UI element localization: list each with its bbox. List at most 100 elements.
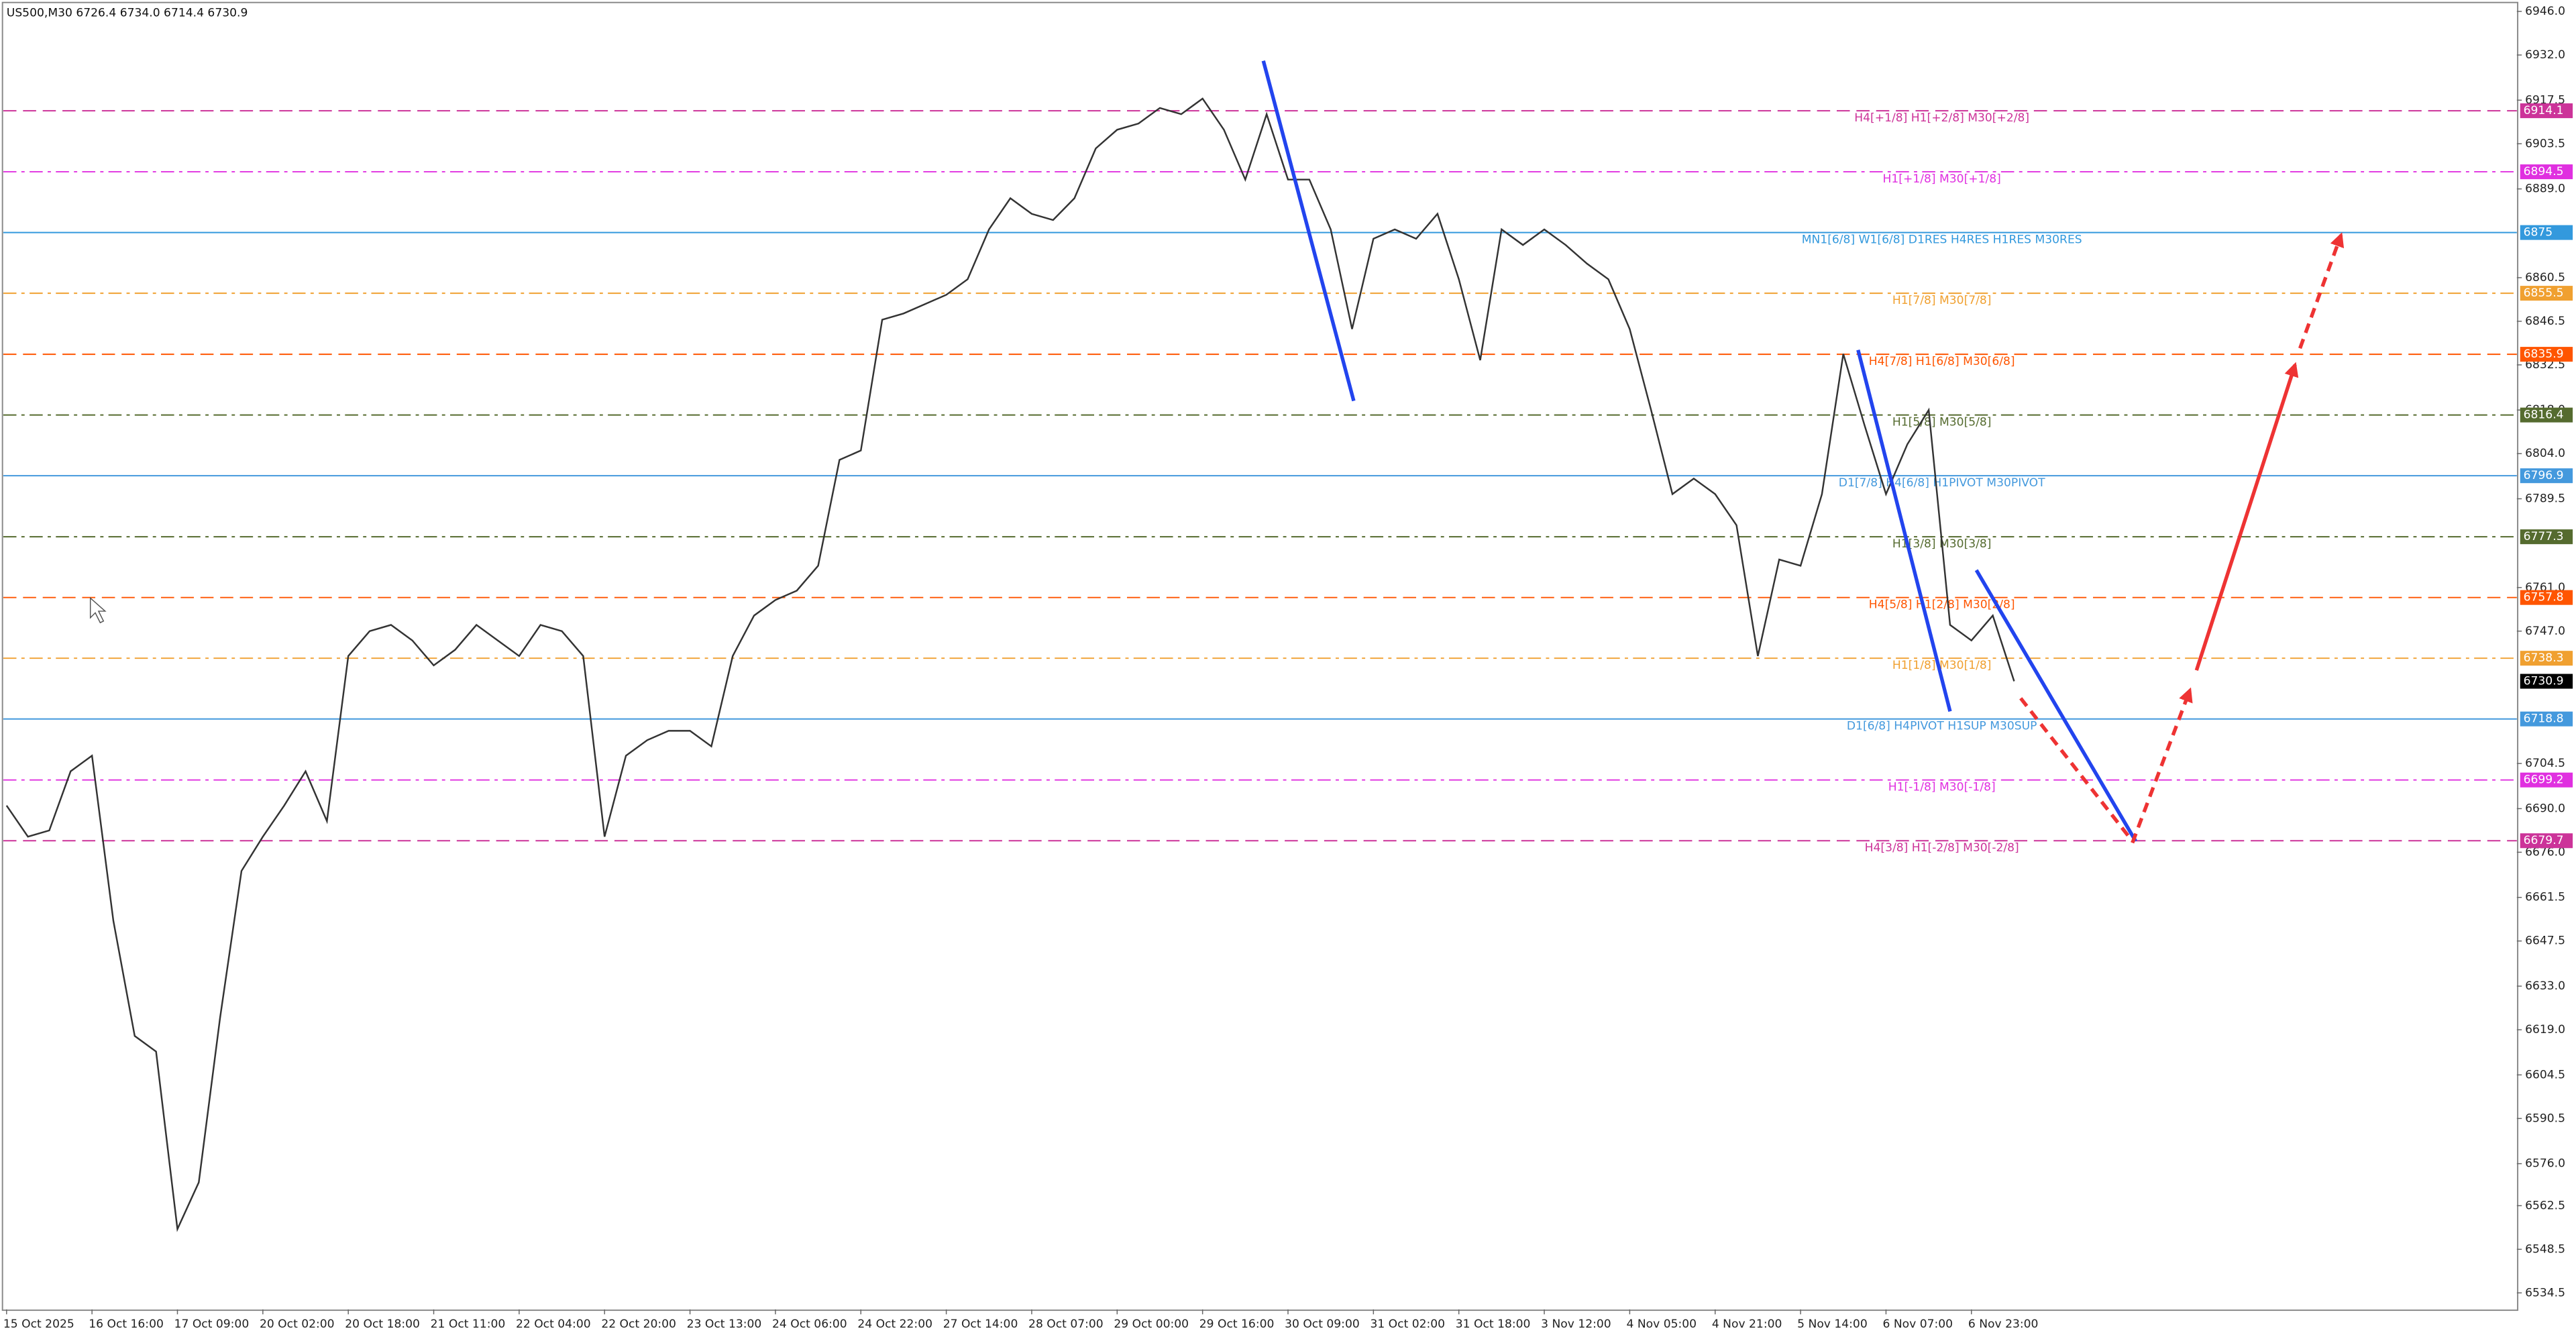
- x-tick-label: 16 Oct 16:00: [89, 1318, 164, 1331]
- x-tick-label: 20 Oct 18:00: [345, 1318, 420, 1331]
- level-label: H4[+1/8] H1[+2/8] M30[+2/8]: [1854, 111, 2029, 125]
- levels: H4[+1/8] H1[+2/8] M30[+2/8] H1[+1/8] M30[…: [3, 110, 2517, 855]
- y-tick-label: 6903.5: [2525, 137, 2565, 150]
- y-tick-label: 6562.5: [2525, 1199, 2565, 1212]
- y-tick-label: 6604.5: [2525, 1068, 2565, 1081]
- mouse-cursor: [89, 596, 107, 624]
- forecast-arrow: [2194, 362, 2299, 672]
- price-tag: [2520, 468, 2573, 484]
- level-label: H4[7/8] H1[6/8] M30[6/8]: [1869, 355, 2015, 368]
- x-tick-label: 6 Nov 23:00: [1968, 1318, 2039, 1331]
- level-label: D1[7/8] H4[6/8] H1PIVOT M30PIVOT: [1839, 476, 2045, 490]
- y-tick-label: 6704.5: [2525, 757, 2565, 770]
- x-tick-label: 29 Oct 00:00: [1114, 1318, 1189, 1331]
- x-tick-label: 5 Nov 14:00: [1797, 1318, 1868, 1331]
- drawings: [1261, 60, 2345, 844]
- y-tick-label: 6576.0: [2525, 1157, 2565, 1171]
- price-tag: [2520, 347, 2573, 362]
- level-label: H1[5/8] M30[5/8]: [1892, 416, 1992, 429]
- price-tag: [2520, 286, 2573, 301]
- price-tag: [2520, 833, 2573, 849]
- current-price-label: 6730.9: [2524, 675, 2564, 688]
- axes: 6946.06932.06917.56903.56889.06860.56846…: [3, 5, 2573, 1331]
- trend-line: [1261, 60, 1356, 402]
- trend-line: [1856, 350, 1952, 712]
- x-tick-label: 3 Nov 12:00: [1541, 1318, 1611, 1331]
- level-label: H1[+1/8] M30[+1/8]: [1883, 172, 2001, 186]
- x-tick-label: 27 Oct 14:00: [943, 1318, 1018, 1331]
- price-tag: [2520, 711, 2573, 727]
- price-tag: [2520, 590, 2573, 605]
- x-tick-label: 24 Oct 06:00: [772, 1318, 847, 1331]
- x-tick-label: 31 Oct 02:00: [1370, 1318, 1445, 1331]
- price-tag: [2520, 651, 2573, 666]
- price-tag-label: 6679.7: [2524, 834, 2564, 847]
- level-label: MN1[6/8] W1[6/8] D1RES H4RES H1RES M30RE…: [1802, 233, 2082, 247]
- y-tick-label: 6534.5: [2525, 1286, 2565, 1299]
- price-tag-label: 6796.9: [2524, 469, 2564, 482]
- y-tick-label: 6676.0: [2525, 845, 2565, 859]
- x-tick-label: 30 Oct 09:00: [1285, 1318, 1360, 1331]
- price-tag: [2520, 529, 2573, 545]
- trend-line: [1974, 569, 2137, 843]
- price-tag-label: 6738.3: [2524, 651, 2564, 665]
- price-tag: [2520, 407, 2573, 423]
- x-tick-label: 22 Oct 20:00: [601, 1318, 676, 1331]
- price-tag-label: 6875: [2524, 226, 2553, 239]
- price-tag-label: 6835.9: [2524, 347, 2564, 361]
- price-tag-label: 6757.8: [2524, 591, 2564, 604]
- chart-title: US500,M30 6726.4 6734.0 6714.4 6730.9: [7, 7, 248, 20]
- y-tick-label: 6860.5: [2525, 271, 2565, 284]
- x-tick-label: 15 Oct 2025: [3, 1318, 74, 1331]
- x-tick-label: 24 Oct 22:00: [857, 1318, 932, 1331]
- price-line: [5, 97, 2015, 1232]
- x-tick-label: 20 Oct 02:00: [260, 1318, 335, 1331]
- plot-frame: [1, 1, 2519, 1311]
- price-tag: [2520, 225, 2573, 240]
- x-tick-label: 31 Oct 18:00: [1456, 1318, 1531, 1331]
- y-tick-label: 6661.5: [2525, 891, 2565, 904]
- price-tag: [2520, 772, 2573, 788]
- x-tick-label: 29 Oct 16:00: [1199, 1318, 1275, 1331]
- y-tick-label: 6633.0: [2525, 979, 2565, 993]
- x-tick-label: 22 Oct 04:00: [516, 1318, 591, 1331]
- price-tag-label: 6914.1: [2524, 104, 2564, 117]
- price-tag-label: 6777.3: [2524, 530, 2564, 543]
- y-tick-label: 6804.0: [2525, 447, 2565, 460]
- level-label: H1[7/8] M30[7/8]: [1892, 294, 1992, 307]
- y-tick-label: 6747.0: [2525, 625, 2565, 638]
- price-tag: [2520, 164, 2573, 180]
- y-tick-label: 6846.5: [2525, 315, 2565, 328]
- level-label: H1[-1/8] M30[-1/8]: [1888, 781, 1996, 794]
- y-tick-label: 6789.5: [2525, 492, 2565, 506]
- y-tick-label: 6619.0: [2525, 1023, 2565, 1036]
- y-tick-label: 6647.5: [2525, 934, 2565, 948]
- price-tag-label: 6699.2: [2524, 773, 2564, 787]
- level-label: D1[6/8] H4PIVOT H1SUP M30SUP: [1847, 720, 2037, 733]
- y-tick-label: 6690.0: [2525, 802, 2565, 815]
- current-price-tag: [2520, 674, 2573, 689]
- level-label: H1[1/8] M30[1/8]: [1892, 659, 1992, 672]
- x-tick-label: 4 Nov 21:00: [1712, 1318, 1782, 1331]
- price-tag-label: 6718.8: [2524, 712, 2564, 726]
- level-label: H4[3/8] H1[-2/8] M30[-2/8]: [1865, 841, 2019, 855]
- forecast-arrow: [2298, 232, 2345, 350]
- price-tag-label: 6855.5: [2524, 286, 2564, 300]
- price-tag-label: 6894.5: [2524, 165, 2564, 178]
- price-tag-label: 6816.4: [2524, 409, 2564, 422]
- y-tick-label: 6590.5: [2525, 1112, 2565, 1125]
- y-tick-label: 6548.5: [2525, 1242, 2565, 1256]
- level-label: H4[5/8] H1[2/8] M30[2/8]: [1869, 598, 2015, 612]
- forecast-arrow: [2019, 697, 2134, 843]
- forecast-arrow: [2131, 687, 2193, 844]
- price-tag: [2520, 103, 2573, 119]
- x-tick-label: 4 Nov 05:00: [1626, 1318, 1697, 1331]
- x-tick-label: 17 Oct 09:00: [174, 1318, 250, 1331]
- x-tick-label: 21 Oct 11:00: [431, 1318, 506, 1331]
- y-tick-label: 6932.0: [2525, 48, 2565, 62]
- y-tick-label: 6889.0: [2525, 182, 2565, 196]
- x-tick-label: 6 Nov 07:00: [1883, 1318, 1953, 1331]
